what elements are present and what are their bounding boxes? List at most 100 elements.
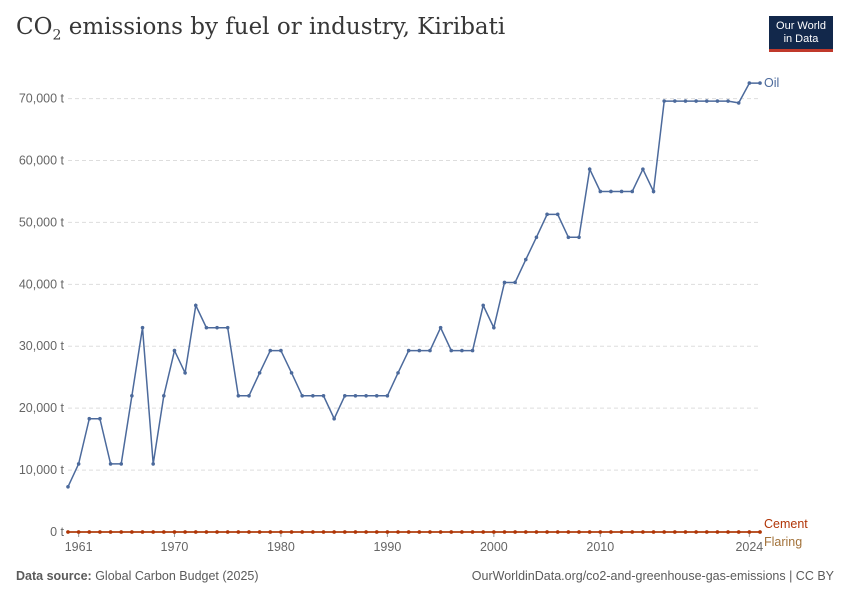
point-oil [279, 348, 283, 353]
point-cement [396, 530, 400, 534]
series-label-oil: Oil [764, 76, 779, 90]
source-link[interactable]: OurWorldinData.org/co2-and-greenhouse-ga… [471, 569, 834, 583]
point-oil [438, 325, 443, 330]
point-oil [385, 393, 390, 398]
point-cement [747, 530, 752, 534]
x-tick-label: 1961 [65, 540, 93, 554]
point-cement [651, 530, 656, 534]
point-oil [523, 257, 528, 262]
point-cement [523, 530, 528, 534]
point-oil [651, 189, 656, 194]
point-cement [300, 530, 305, 534]
point-oil [87, 416, 92, 421]
point-cement [236, 530, 241, 534]
point-oil [715, 99, 720, 103]
point-cement [215, 530, 219, 534]
y-tick-label: 40,000 t [19, 277, 65, 291]
point-oil [587, 167, 592, 171]
point-cement [492, 530, 496, 534]
point-oil [619, 189, 624, 194]
x-tick-label: 2010 [586, 540, 614, 554]
series-line-oil [67, 82, 760, 488]
point-oil [598, 189, 603, 194]
point-oil [492, 325, 496, 330]
point-cement [534, 530, 539, 534]
point-oil [694, 99, 698, 103]
point-cement [268, 530, 273, 534]
x-tick-label: 1990 [373, 540, 401, 554]
point-cement [715, 530, 720, 534]
point-oil [609, 189, 613, 194]
point-cement [545, 530, 549, 534]
point-oil [641, 167, 645, 171]
point-cement [630, 530, 635, 534]
point-cement [257, 530, 262, 534]
point-cement [364, 530, 368, 534]
point-cement [343, 530, 347, 534]
point-oil [673, 99, 677, 103]
point-cement [225, 530, 230, 534]
point-oil [747, 81, 752, 85]
x-tick-label: 2000 [480, 540, 508, 554]
point-oil [449, 348, 454, 353]
point-cement [736, 530, 741, 534]
point-cement [460, 530, 464, 534]
point-cement [555, 530, 560, 534]
point-cement [406, 530, 411, 534]
point-oil [406, 348, 411, 353]
point-oil [76, 462, 81, 466]
point-cement [577, 530, 581, 534]
point-cement [694, 530, 698, 534]
grid-layer [68, 98, 760, 471]
logo-line-1: Our World [776, 20, 826, 32]
point-cement [609, 530, 613, 534]
point-cement [417, 530, 422, 534]
point-oil [183, 371, 187, 375]
point-oil [236, 393, 241, 398]
point-oil [215, 325, 219, 330]
x-tick-label: 2024 [735, 540, 763, 554]
point-oil [321, 393, 326, 398]
point-oil [534, 235, 539, 240]
series-label-flaring: Flaring [764, 535, 802, 549]
point-cement [87, 530, 92, 534]
point-cement [566, 530, 571, 534]
y-tick-label: 30,000 t [19, 339, 65, 353]
point-cement [438, 530, 443, 534]
point-oil [257, 371, 262, 375]
point-oil [736, 101, 741, 105]
point-cement [66, 530, 70, 534]
point-cement [598, 530, 603, 534]
owid-logo[interactable]: Our World in Data [769, 16, 833, 52]
point-oil [428, 348, 432, 353]
y-tick-label: 10,000 t [19, 463, 65, 477]
point-cement [385, 530, 390, 534]
point-cement [673, 530, 677, 534]
point-cement [662, 530, 666, 534]
point-oil [502, 280, 507, 285]
point-oil [683, 99, 688, 103]
point-cement [481, 530, 486, 534]
point-oil [545, 212, 549, 217]
series-label-cement: Cement [764, 517, 808, 531]
point-cement [172, 530, 177, 534]
point-cement [140, 530, 145, 534]
point-oil [311, 393, 315, 398]
label-layer: Oil Cement Flaring [764, 76, 808, 549]
point-oil [577, 235, 581, 240]
point-cement [470, 530, 475, 534]
point-oil [364, 393, 368, 398]
point-cement [449, 530, 454, 534]
point-cement [151, 530, 155, 534]
point-oil [343, 393, 347, 398]
y-tick-label: 70,000 t [19, 92, 65, 106]
axis-layer: 0 t 10,000 t 20,000 t 30,000 t 40,000 t 50,00… [19, 92, 763, 554]
point-oil [247, 393, 251, 398]
point-cement [119, 530, 124, 534]
point-oil [268, 348, 273, 353]
point-oil [470, 348, 475, 353]
point-oil [417, 348, 422, 353]
point-oil [555, 212, 560, 217]
point-oil [332, 416, 336, 421]
